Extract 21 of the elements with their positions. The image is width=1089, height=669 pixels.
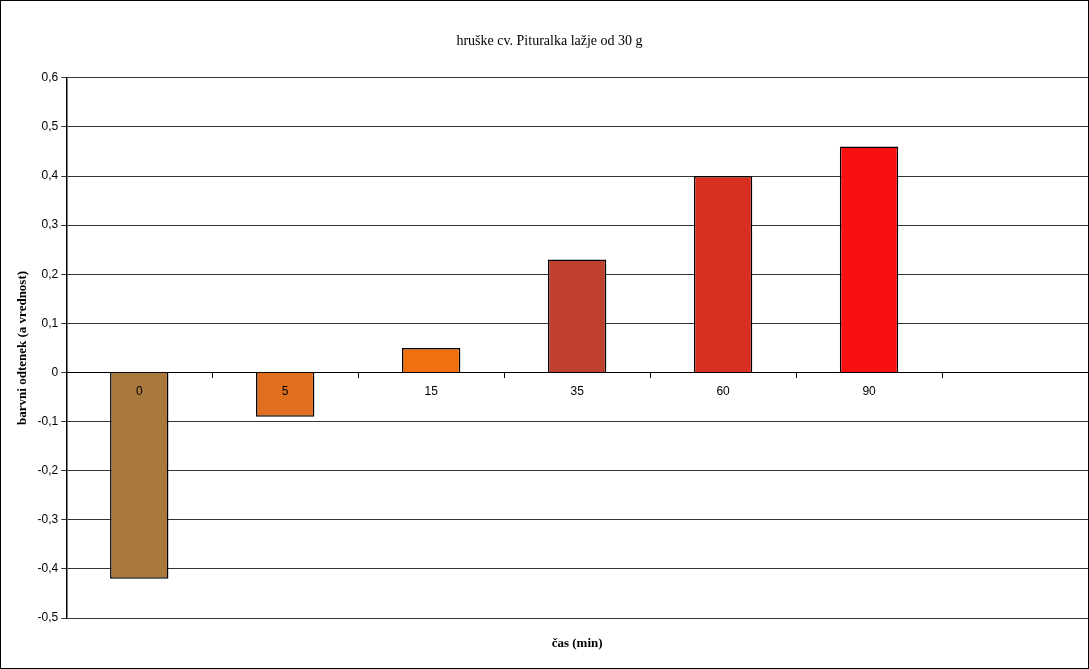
x-tick-label: 15 xyxy=(424,383,439,398)
chart-title: hruške cv. Pituralka lažje od 30 g xyxy=(456,33,643,49)
y-tick-label: 0,5 xyxy=(41,119,59,134)
y-tick-label: -0,1 xyxy=(37,413,59,428)
y-axis-title: barvni odtenek (a vrednost) xyxy=(14,270,30,425)
y-tick-label: 0,3 xyxy=(41,217,59,232)
y-tick-label: 0,2 xyxy=(41,266,59,281)
x-tick-label: 0 xyxy=(135,383,143,398)
x-tick-label: 60 xyxy=(716,383,731,398)
y-tick-label: -0,2 xyxy=(37,462,59,477)
y-tick-label: 0,6 xyxy=(41,70,59,85)
x-tick-label: 35 xyxy=(570,383,585,398)
y-tick-label: -0,5 xyxy=(37,610,59,625)
y-tick-label: -0,3 xyxy=(37,512,59,527)
y-tick-label: 0 xyxy=(51,364,59,379)
y-tick-label: -0,4 xyxy=(37,561,59,576)
x-axis-title: čas (min) xyxy=(551,635,603,651)
y-tick-label: 0,4 xyxy=(41,168,59,183)
x-tick-label: 5 xyxy=(281,383,289,398)
y-tick-label: 0,1 xyxy=(41,315,59,330)
x-tick-label: 90 xyxy=(862,383,877,398)
